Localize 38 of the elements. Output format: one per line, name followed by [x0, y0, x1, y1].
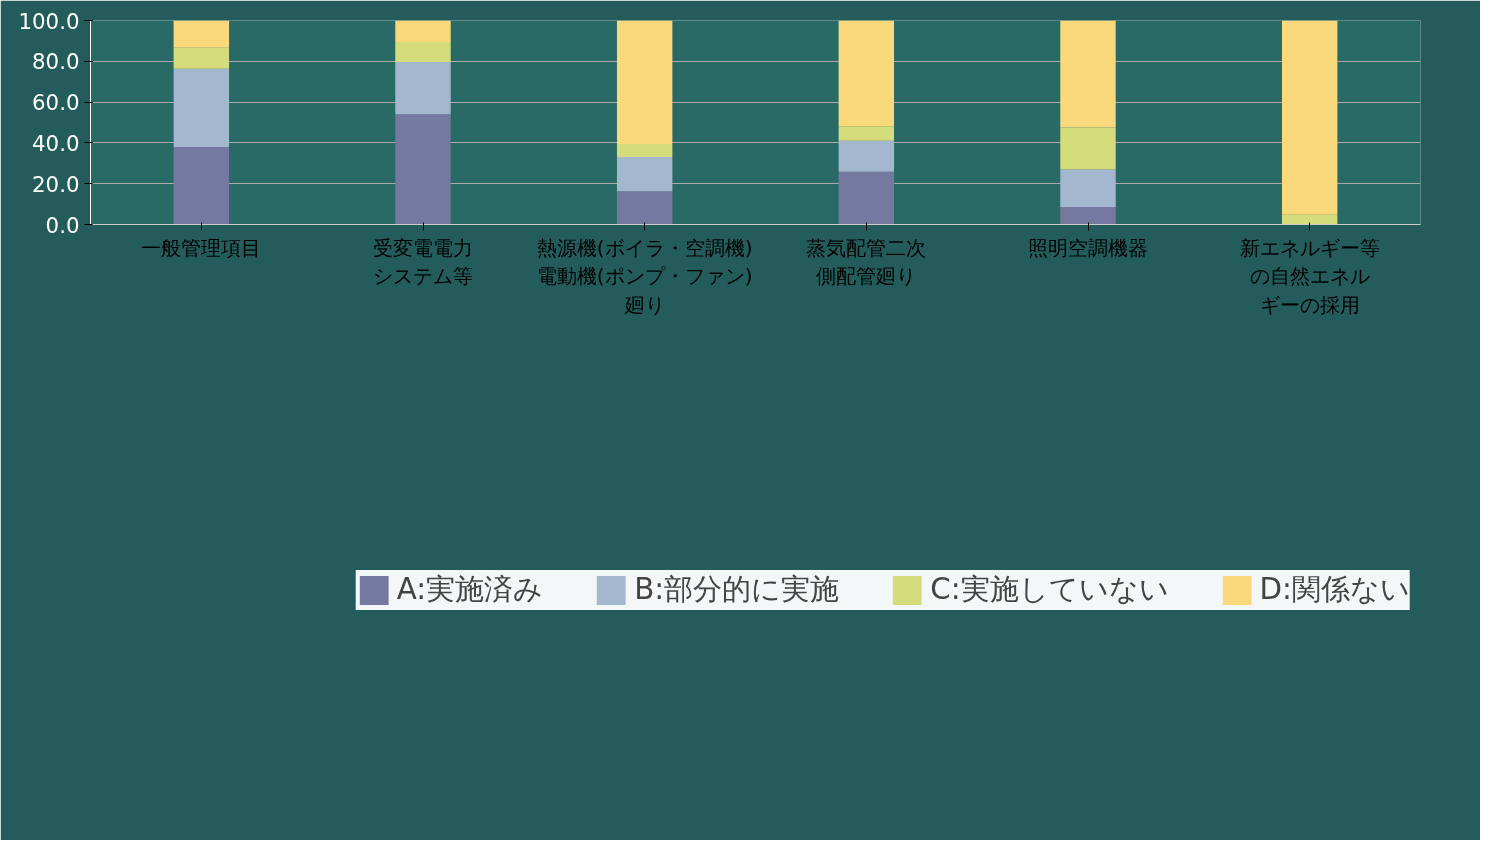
bar	[173, 47, 230, 69]
bar	[616, 20, 673, 145]
bar	[173, 20, 230, 48]
y-tick-label: 20.0	[32, 171, 80, 197]
legend-label: D:関係ない	[1259, 571, 1410, 608]
y-tick-label: 60.0	[32, 90, 80, 116]
bar	[395, 41, 451, 62]
legend-label: A:実施済み	[396, 571, 544, 608]
y-tick-label: 100.0	[18, 8, 80, 34]
x-tick-label: 受変電電力システム等	[373, 235, 473, 289]
bar	[173, 146, 230, 225]
bar	[838, 140, 895, 172]
bar	[1281, 20, 1338, 215]
bar	[616, 156, 673, 192]
bar	[616, 144, 673, 157]
bar	[1060, 206, 1116, 225]
bar	[395, 114, 451, 225]
bar	[1281, 214, 1338, 225]
x-tick-label: 一般管理項目	[141, 235, 262, 260]
x-tick-label: 蒸気配管二次側配管廻り	[806, 235, 927, 289]
x-tick-label: 新エネルギー等の自然エネルギーの採用	[1239, 235, 1380, 318]
x-tick-label: 照明空調機器	[1028, 235, 1148, 260]
x-tick-label: 熱源機(ボイラ・空調機) 電動機(ポンプ・ファン) 廻り	[536, 235, 753, 318]
y-tick-label: 80.0	[32, 49, 80, 75]
bar	[838, 171, 895, 225]
bar	[838, 126, 895, 141]
bar	[1060, 169, 1116, 207]
bar	[616, 191, 673, 225]
bar	[395, 61, 451, 115]
y-tick-label: 0.0	[45, 212, 80, 238]
bar	[1060, 20, 1116, 128]
bar	[395, 20, 451, 42]
bar	[173, 68, 230, 147]
bar	[1060, 127, 1116, 170]
legend-label: C:実施していない	[930, 571, 1169, 608]
legend-label: B:部分的に実施	[634, 571, 840, 608]
bar	[838, 20, 895, 127]
y-tick-label: 40.0	[32, 130, 80, 156]
